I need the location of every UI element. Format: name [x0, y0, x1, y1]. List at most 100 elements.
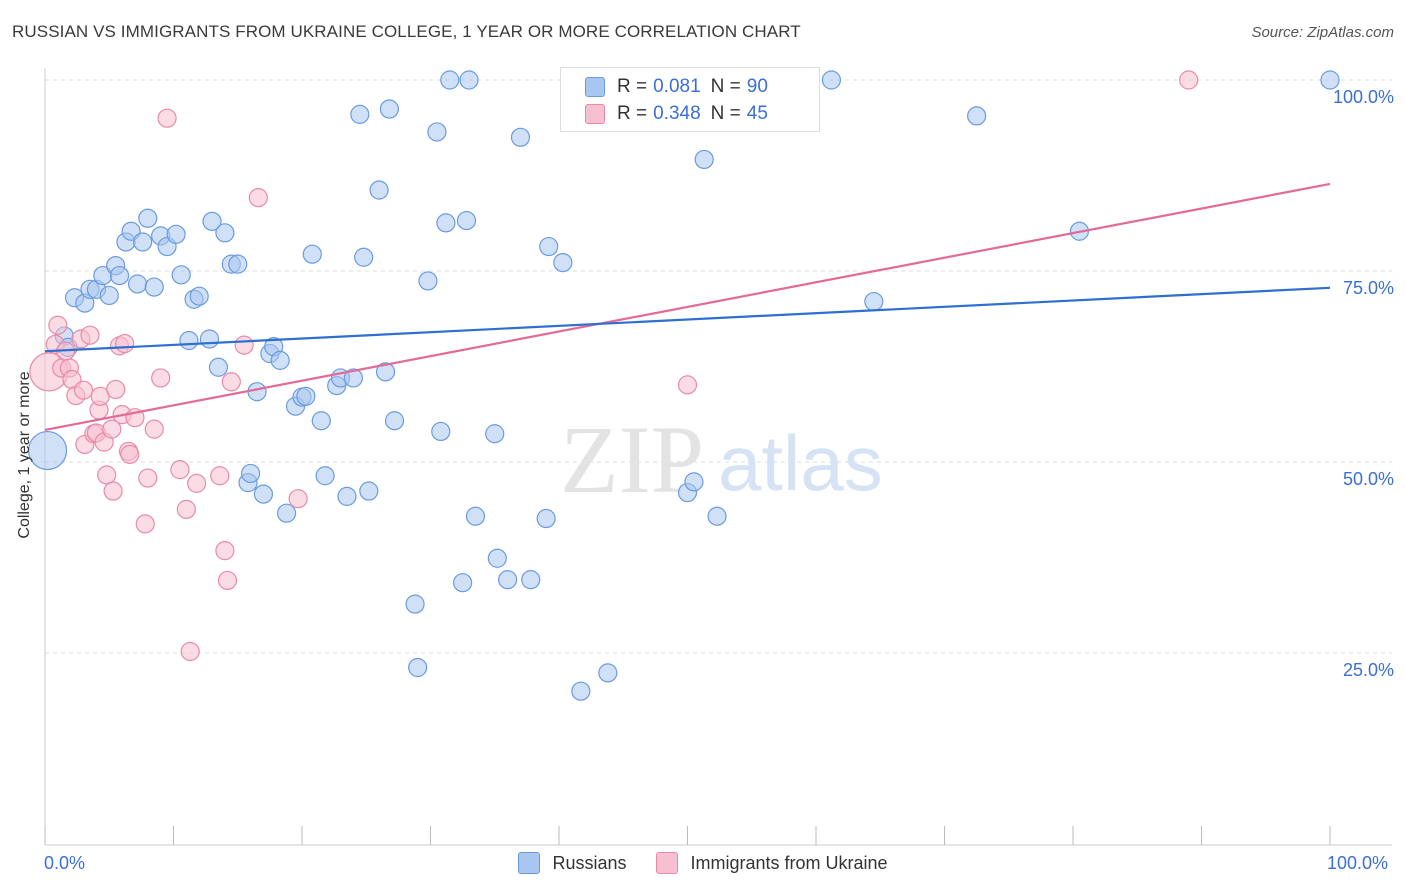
russians-point	[408, 657, 428, 678]
legend-label-russians: Russians	[552, 852, 627, 873]
russians-point	[485, 424, 505, 444]
russians-point	[179, 330, 199, 351]
russians-point	[707, 506, 727, 526]
russians-point	[418, 271, 438, 291]
russians-point	[228, 254, 248, 274]
grid-lines	[45, 79, 1392, 846]
watermark-atlas: atlas	[718, 419, 883, 507]
ukraine-point	[135, 514, 155, 534]
russians-point	[553, 252, 573, 273]
russians-point	[694, 149, 714, 170]
ukraine-points	[29, 70, 1199, 662]
ukraine-point	[248, 188, 268, 208]
source-credit: Source: ZipAtlas.com	[1251, 24, 1394, 41]
russians-point	[967, 106, 987, 126]
ukraine-point	[288, 489, 308, 509]
ukraine-point	[215, 541, 235, 561]
russians-point	[510, 127, 531, 147]
russians-point	[144, 277, 164, 297]
ukraine-point	[138, 468, 158, 488]
russians-point	[276, 503, 297, 523]
ukraine-point	[103, 481, 123, 501]
legend-n-value-ukraine: 45	[746, 103, 768, 124]
russians-point	[354, 247, 374, 267]
russians-point	[166, 224, 186, 244]
legend-r-label: R =	[617, 103, 648, 124]
russians-point	[440, 70, 460, 90]
russians-point	[247, 382, 267, 402]
russians-point	[436, 213, 456, 233]
ukraine-point	[1179, 70, 1199, 90]
ukraine-point	[170, 460, 190, 480]
ukraine-point	[106, 379, 126, 400]
russians-point	[571, 681, 591, 701]
ukraine-point	[80, 325, 100, 345]
russians-point	[539, 236, 559, 257]
russians-point	[27, 430, 68, 471]
legend-r-value-russians: 0.081	[653, 76, 701, 97]
ukraine-point	[176, 499, 196, 519]
russians-point	[431, 421, 451, 442]
russians-point	[375, 362, 396, 382]
russians-point	[369, 180, 389, 200]
legend-n-value-russians: 90	[746, 76, 768, 97]
russians-point	[253, 484, 274, 504]
russians-point	[208, 357, 229, 377]
russians-point	[465, 506, 486, 526]
legend-n-label: N =	[710, 76, 741, 97]
ukraine-point	[677, 375, 698, 395]
ukraine-point	[97, 465, 117, 485]
ukraine-point	[221, 372, 241, 392]
russians-point	[199, 329, 220, 349]
y-tick-label-100: 100.0%	[1332, 87, 1394, 107]
y-tick-label-75: 75.0%	[1342, 278, 1394, 298]
russians-point	[521, 570, 541, 590]
ukraine-point	[157, 108, 177, 128]
ukraine-point	[115, 333, 135, 354]
russians-point	[311, 411, 331, 431]
y-axis-label: College, 1 year or more	[16, 371, 33, 539]
russians-point	[487, 548, 507, 568]
trend-lines	[44, 182, 1331, 431]
russians-point	[337, 486, 357, 506]
legend-r-label: R =	[617, 76, 648, 97]
y-tick-label-25: 25.0%	[1342, 660, 1394, 680]
russians-point	[379, 99, 399, 119]
russians-point	[302, 244, 322, 264]
ukraine-trend-line	[44, 182, 1331, 431]
legend-r-value-ukraine: 0.348	[653, 103, 701, 124]
legend-item-ukraine[interactable]: Immigrants from Ukraine	[656, 852, 888, 874]
ukraine-point	[102, 419, 122, 439]
russians-point	[215, 223, 235, 243]
russians-point	[138, 208, 158, 228]
russians-point	[598, 663, 618, 683]
ukraine-point	[73, 380, 94, 400]
russians-point	[405, 594, 425, 614]
legend-item-russians[interactable]: Russians	[518, 852, 626, 874]
russians-point	[459, 70, 479, 90]
russians-point	[109, 265, 130, 286]
russians-point	[456, 210, 477, 231]
ukraine-point	[151, 368, 171, 388]
russians-point	[498, 570, 518, 590]
russians-point	[189, 286, 209, 306]
x-tick-label-min: 0.0%	[44, 853, 86, 873]
russians-point	[453, 573, 473, 593]
ukraine-point	[210, 466, 230, 486]
x-tick-label-max: 100.0%	[1327, 853, 1389, 873]
russians-swatch	[585, 77, 605, 97]
russians-point	[270, 350, 290, 370]
ukraine-point	[234, 335, 254, 355]
russians-legend-swatch	[518, 852, 541, 874]
russians-point	[127, 274, 148, 294]
chart-title: RUSSIAN VS IMMIGRANTS FROM UKRAINE COLLE…	[12, 22, 801, 41]
russians-trend-line	[44, 286, 1331, 353]
russians-point	[821, 70, 842, 90]
stats-legend: R = 0.081 N = 90 R = 0.348 N = 45	[560, 67, 820, 132]
russians-point	[427, 122, 447, 142]
russians-point	[864, 291, 884, 312]
russians-point	[359, 481, 379, 501]
ukraine-point	[180, 641, 200, 662]
ukraine-point	[120, 444, 140, 464]
